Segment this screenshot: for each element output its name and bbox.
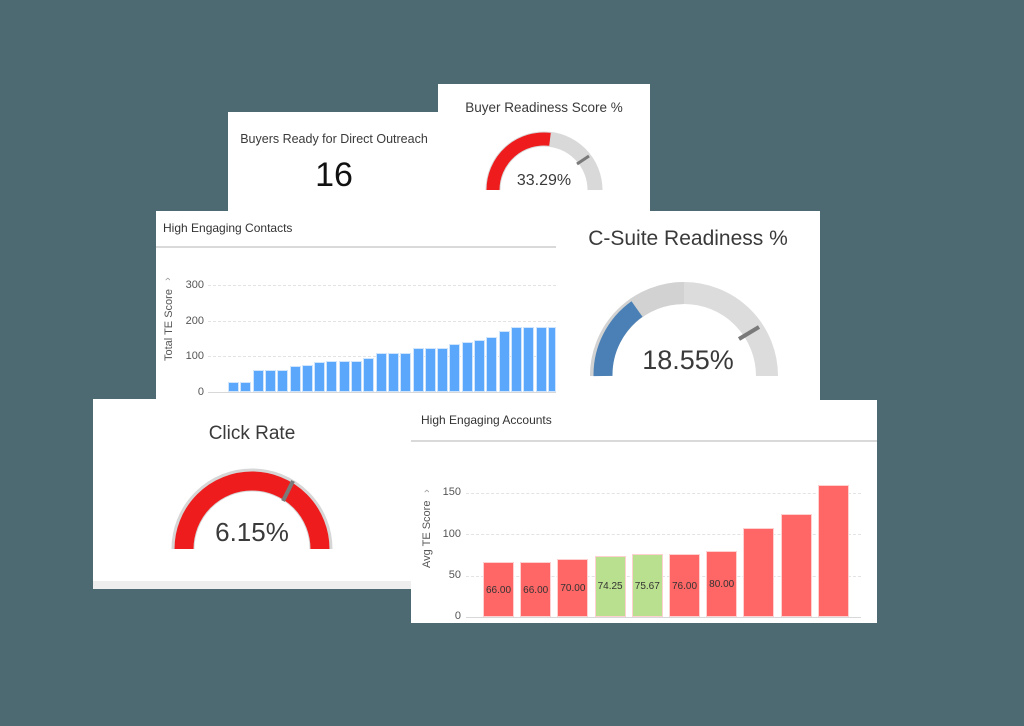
contacts-bar[interactable] xyxy=(498,331,510,392)
click-rate-title: Click Rate xyxy=(208,423,296,444)
x-axis-line xyxy=(466,617,861,618)
accounts-bar[interactable] xyxy=(780,514,812,617)
high-engaging-contacts-card: High Engaging Contacts Total TE Score › … xyxy=(156,211,556,401)
accounts-chart-title: High Engaging Accounts xyxy=(421,413,552,427)
bar-data-label: 80.00 xyxy=(709,578,735,590)
accounts-bar[interactable]: 66.00 xyxy=(520,562,552,617)
accounts-bar[interactable]: 66.00 xyxy=(483,562,514,617)
contacts-bar[interactable] xyxy=(461,342,473,392)
contacts-bar[interactable] xyxy=(363,358,375,392)
contacts-bar[interactable] xyxy=(424,348,436,392)
high-engaging-accounts-card: High Engaging Accounts Avg TE Score › 15… xyxy=(411,400,877,623)
y-tick: 0 xyxy=(454,610,461,622)
accounts-bar[interactable] xyxy=(817,484,849,617)
csuite-readiness-gauge xyxy=(590,282,778,377)
contacts-bar[interactable] xyxy=(547,327,556,392)
csuite-readiness-value: 18.55% xyxy=(642,345,734,375)
y-tick: 50 xyxy=(448,569,461,581)
click-rate-card: Click Rate 6.15% xyxy=(93,399,411,589)
accounts-header-divider xyxy=(411,440,877,442)
contacts-bar[interactable] xyxy=(301,365,313,392)
csuite-readiness-title: C-Suite Readiness % xyxy=(588,227,788,250)
click-rate-gauge xyxy=(171,468,333,550)
bar-data-label: 75.67 xyxy=(634,580,660,592)
accounts-bar[interactable] xyxy=(743,527,775,617)
accounts-bar[interactable]: 80.00 xyxy=(706,550,738,617)
contacts-bar[interactable] xyxy=(400,352,412,392)
bar-data-label: 76.00 xyxy=(671,580,698,592)
contacts-bar[interactable] xyxy=(240,382,252,392)
buyer-readiness-title: Buyer Readiness Score % xyxy=(465,100,623,115)
contacts-bar[interactable] xyxy=(535,327,547,392)
bar-data-label: 66.00 xyxy=(523,584,549,596)
buyers-ready-value: 16 xyxy=(315,156,353,194)
contacts-bar[interactable] xyxy=(412,348,424,392)
buyers-ready-title: Buyers Ready for Direct Outreach xyxy=(240,132,428,146)
buyer-readiness-card: Buyer Readiness Score % 33.29% xyxy=(438,84,650,212)
bar-data-label: 74.25 xyxy=(597,581,623,593)
buyer-readiness-gauge xyxy=(485,131,603,191)
contacts-axis-chevron-icon[interactable]: › xyxy=(161,277,174,281)
y-tick: 100 xyxy=(442,528,461,540)
contacts-bar[interactable] xyxy=(486,336,498,392)
contacts-bar[interactable] xyxy=(437,348,449,392)
gridline xyxy=(466,493,861,494)
gridline xyxy=(466,576,861,577)
csuite-readiness-card: C-Suite Readiness % 18.55% xyxy=(556,211,820,401)
x-axis-line xyxy=(208,392,556,393)
click-rate-value: 6.15% xyxy=(215,517,289,547)
gridline xyxy=(208,321,556,322)
y-tick: 0 xyxy=(197,386,204,398)
contacts-bar[interactable] xyxy=(449,343,461,392)
y-tick: 300 xyxy=(185,279,204,291)
gridline xyxy=(208,285,556,286)
contacts-bar[interactable] xyxy=(228,382,239,392)
buyer-readiness-value: 33.29% xyxy=(516,172,572,189)
contacts-bar[interactable] xyxy=(264,369,276,392)
contacts-bar[interactable] xyxy=(351,360,362,392)
gridline xyxy=(466,534,861,535)
contacts-chart-title: High Engaging Contacts xyxy=(163,221,293,235)
y-tick: 200 xyxy=(185,315,204,327)
contacts-bar[interactable] xyxy=(375,352,387,392)
accounts-bar[interactable]: 75.67 xyxy=(631,554,663,617)
buyers-ready-card: Buyers Ready for Direct Outreach 16 xyxy=(228,112,440,212)
contacts-bar[interactable] xyxy=(289,366,301,392)
accounts-bar[interactable]: 74.25 xyxy=(594,555,626,617)
contacts-header-divider xyxy=(156,246,556,248)
contacts-bar[interactable] xyxy=(387,352,399,392)
y-tick: 150 xyxy=(442,486,461,498)
contacts-bar[interactable] xyxy=(338,360,350,392)
bar-data-label: 70.00 xyxy=(560,583,586,595)
contacts-bar[interactable] xyxy=(510,327,522,392)
accounts-bar[interactable]: 76.00 xyxy=(669,554,700,617)
contacts-bar[interactable] xyxy=(277,369,289,392)
contacts-bar[interactable] xyxy=(314,362,326,392)
contacts-bar[interactable] xyxy=(474,339,485,392)
contacts-bar[interactable] xyxy=(252,370,264,392)
contacts-bar[interactable] xyxy=(326,360,338,392)
accounts-bar[interactable]: 70.00 xyxy=(557,559,589,617)
contacts-bar[interactable] xyxy=(523,327,535,392)
y-tick: 100 xyxy=(185,350,204,362)
bar-data-label: 66.00 xyxy=(485,584,512,596)
